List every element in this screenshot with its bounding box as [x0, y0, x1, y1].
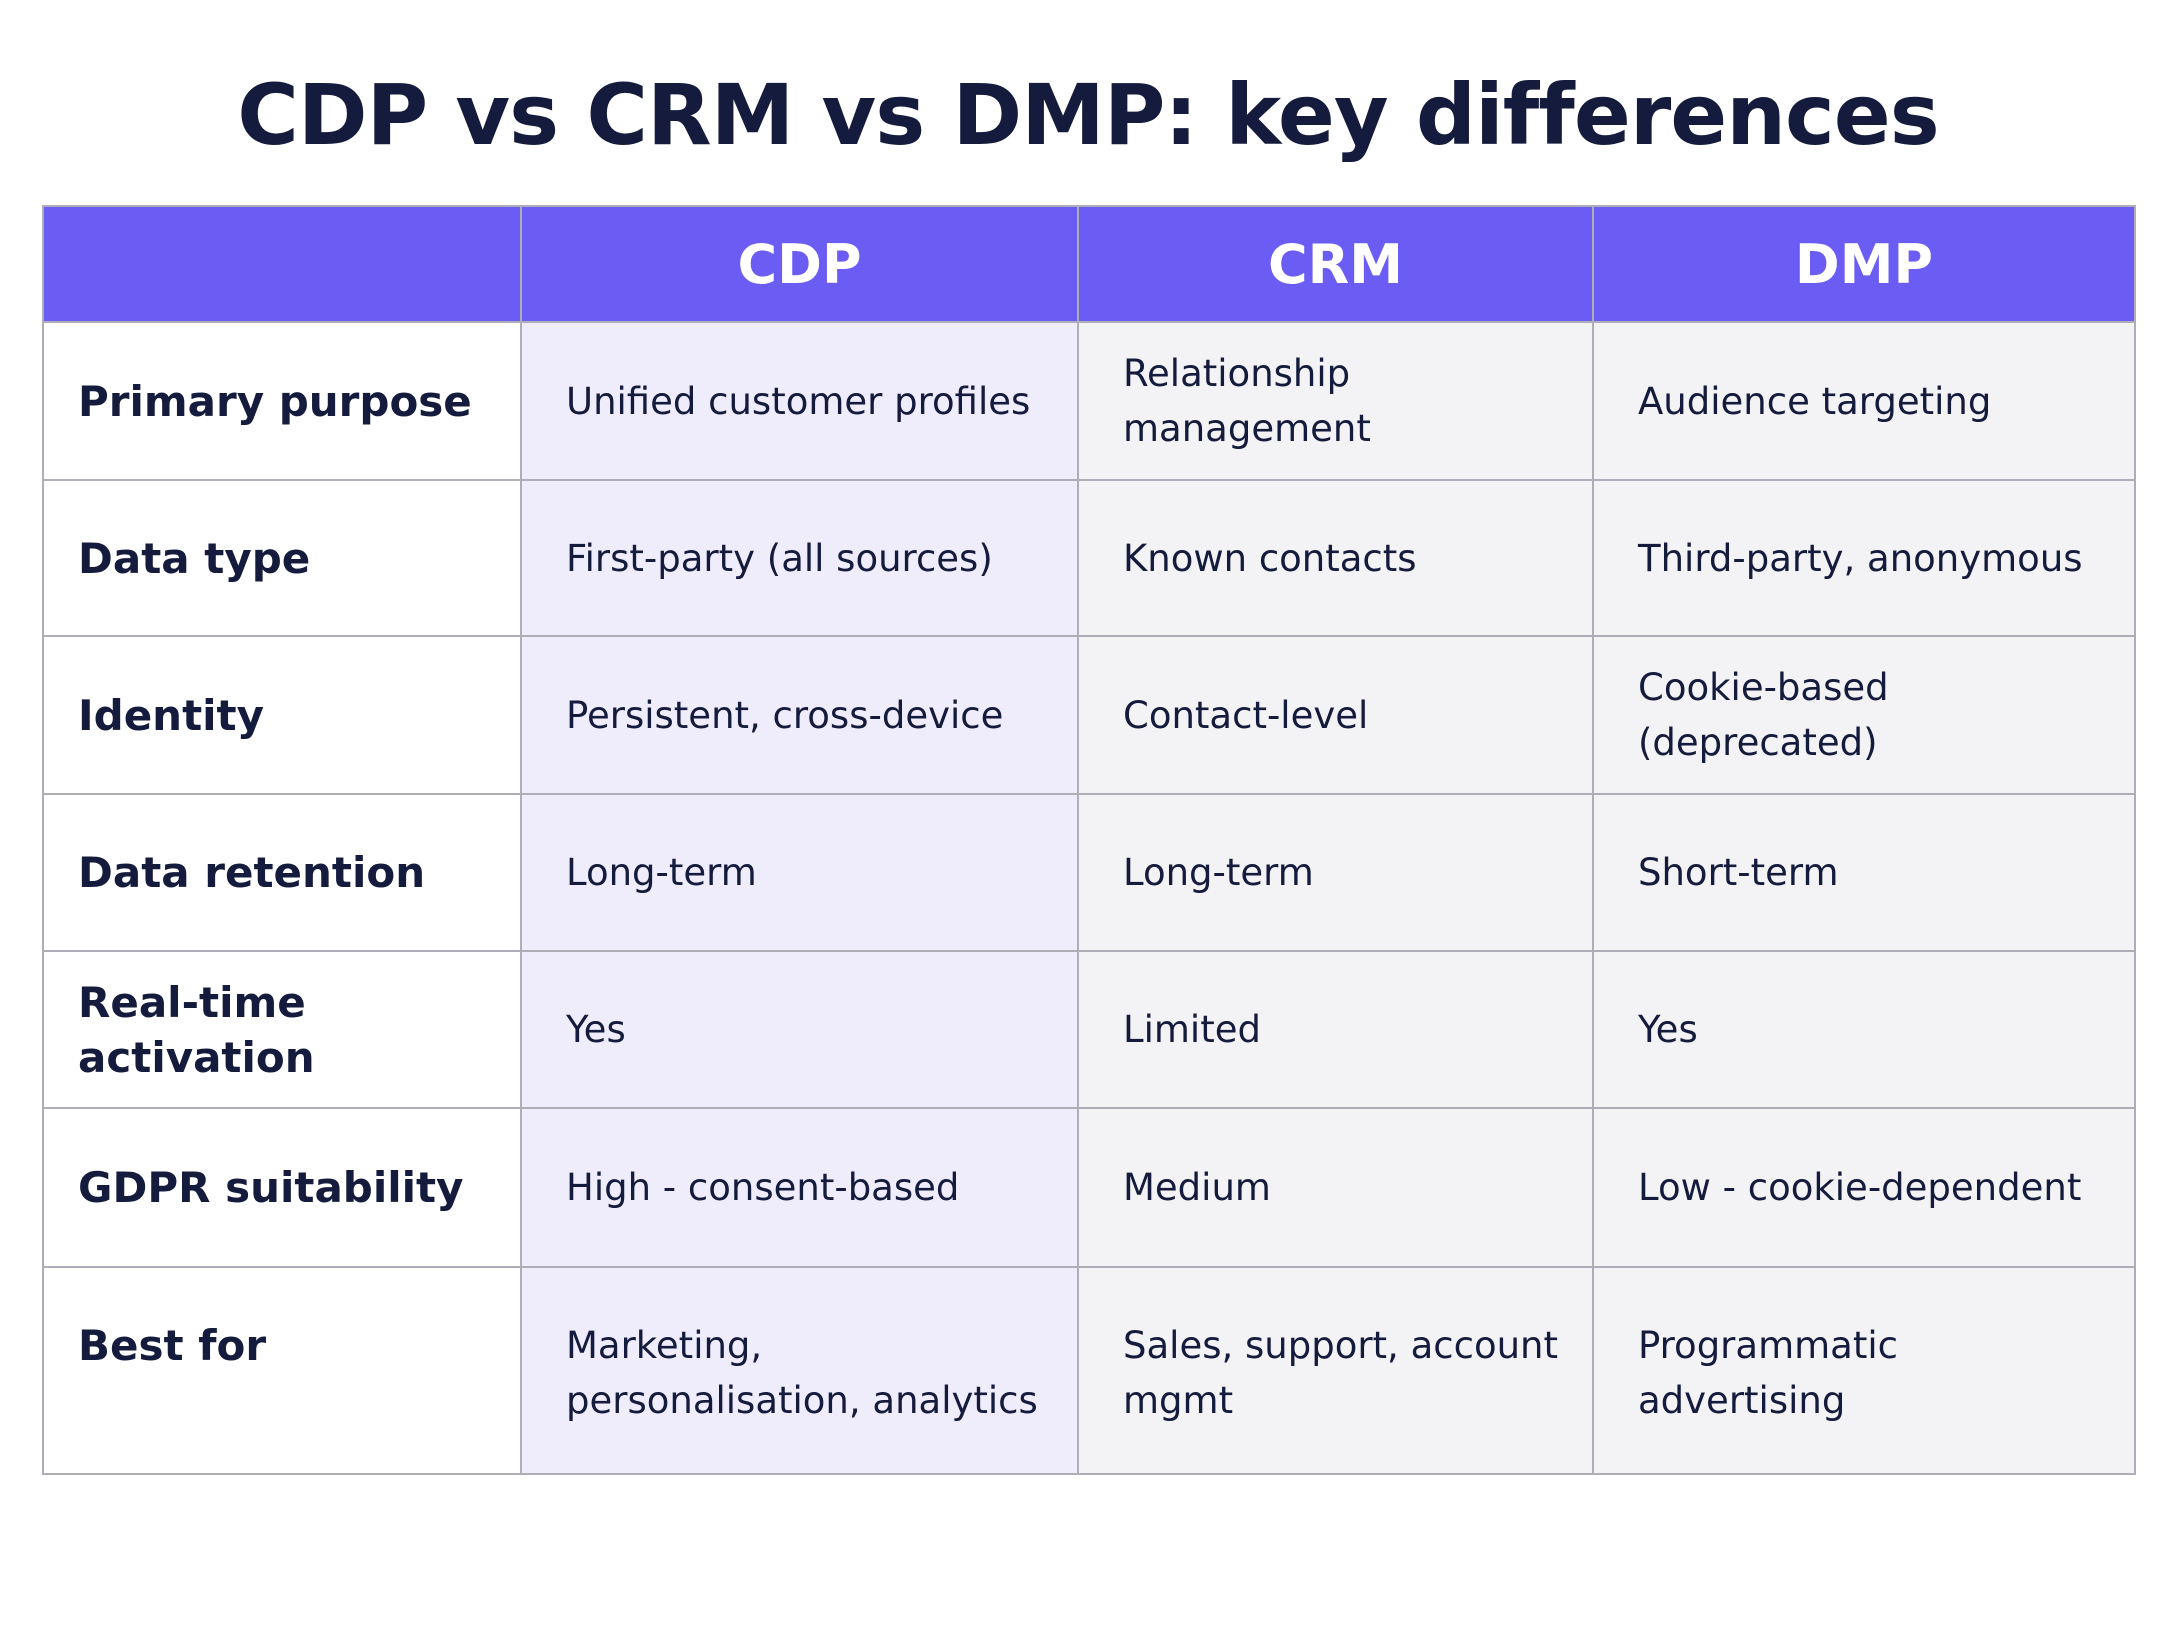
table-cell: Persistent, cross-device	[520, 635, 1079, 795]
table-cell: Relationship management	[1077, 321, 1594, 481]
table-cell: Low - cookie-dependent	[1592, 1107, 2136, 1268]
table-cell: Cookie-based (deprecated)	[1592, 635, 2136, 795]
row-label: Primary purpose	[42, 321, 522, 481]
row-label: Best for	[42, 1266, 522, 1475]
table-cell: First-party (all sources)	[520, 479, 1079, 637]
table-cell: Yes	[520, 950, 1079, 1109]
table-cell: Marketing, personalisation, analytics	[520, 1266, 1079, 1475]
table-cell: Programmatic advertising	[1592, 1266, 2136, 1475]
table-row: Best for Marketing, personalisation, anal…	[42, 1266, 2136, 1475]
table-cell: Sales, support, account mgmt	[1077, 1266, 1594, 1475]
page-title: CDP vs CRM vs DMP: key differences	[237, 66, 1940, 164]
table-cell: Third-party, anonymous	[1592, 479, 2136, 637]
table-cell: Known contacts	[1077, 479, 1594, 637]
table-cell: High - consent-based	[520, 1107, 1079, 1268]
column-header: CDP	[520, 205, 1079, 323]
table-cell: Yes	[1592, 950, 2136, 1109]
table-cell: Long-term	[1077, 793, 1594, 952]
row-label: Data retention	[42, 793, 522, 952]
table-row: Data retention Long-term Long-term Short-te…	[42, 793, 2136, 952]
table-row: GDPR suitability High - consent-based Medi…	[42, 1107, 2136, 1268]
row-label: Data type	[42, 479, 522, 637]
row-label: Identity	[42, 635, 522, 795]
table-row: Identity Persistent, cross-device Contact-…	[42, 635, 2136, 795]
column-header: CRM	[1077, 205, 1594, 323]
table-row: Real-time activation Yes Limited Yes	[42, 950, 2136, 1109]
header-row: CDP CRM DMP	[42, 205, 2136, 323]
table-cell: Medium	[1077, 1107, 1594, 1268]
row-label: Real-time activation	[42, 950, 522, 1109]
table-row: Primary purpose Unified customer profiles…	[42, 321, 2136, 481]
table-cell: Contact-level	[1077, 635, 1594, 795]
column-header: DMP	[1592, 205, 2136, 323]
table-cell: Audience targeting	[1592, 321, 2136, 481]
header-cell	[42, 205, 522, 323]
table-cell: Short-term	[1592, 793, 2136, 952]
table-row: Data type First-party (all sources) Known …	[42, 479, 2136, 637]
comparison-table: CDP CRM DMP Primary purpose Unified custome…	[42, 205, 2136, 1475]
table-cell: Limited	[1077, 950, 1594, 1109]
row-label: GDPR suitability	[42, 1107, 522, 1268]
table-cell: Unified customer profiles	[520, 321, 1079, 481]
table-cell: Long-term	[520, 793, 1079, 952]
